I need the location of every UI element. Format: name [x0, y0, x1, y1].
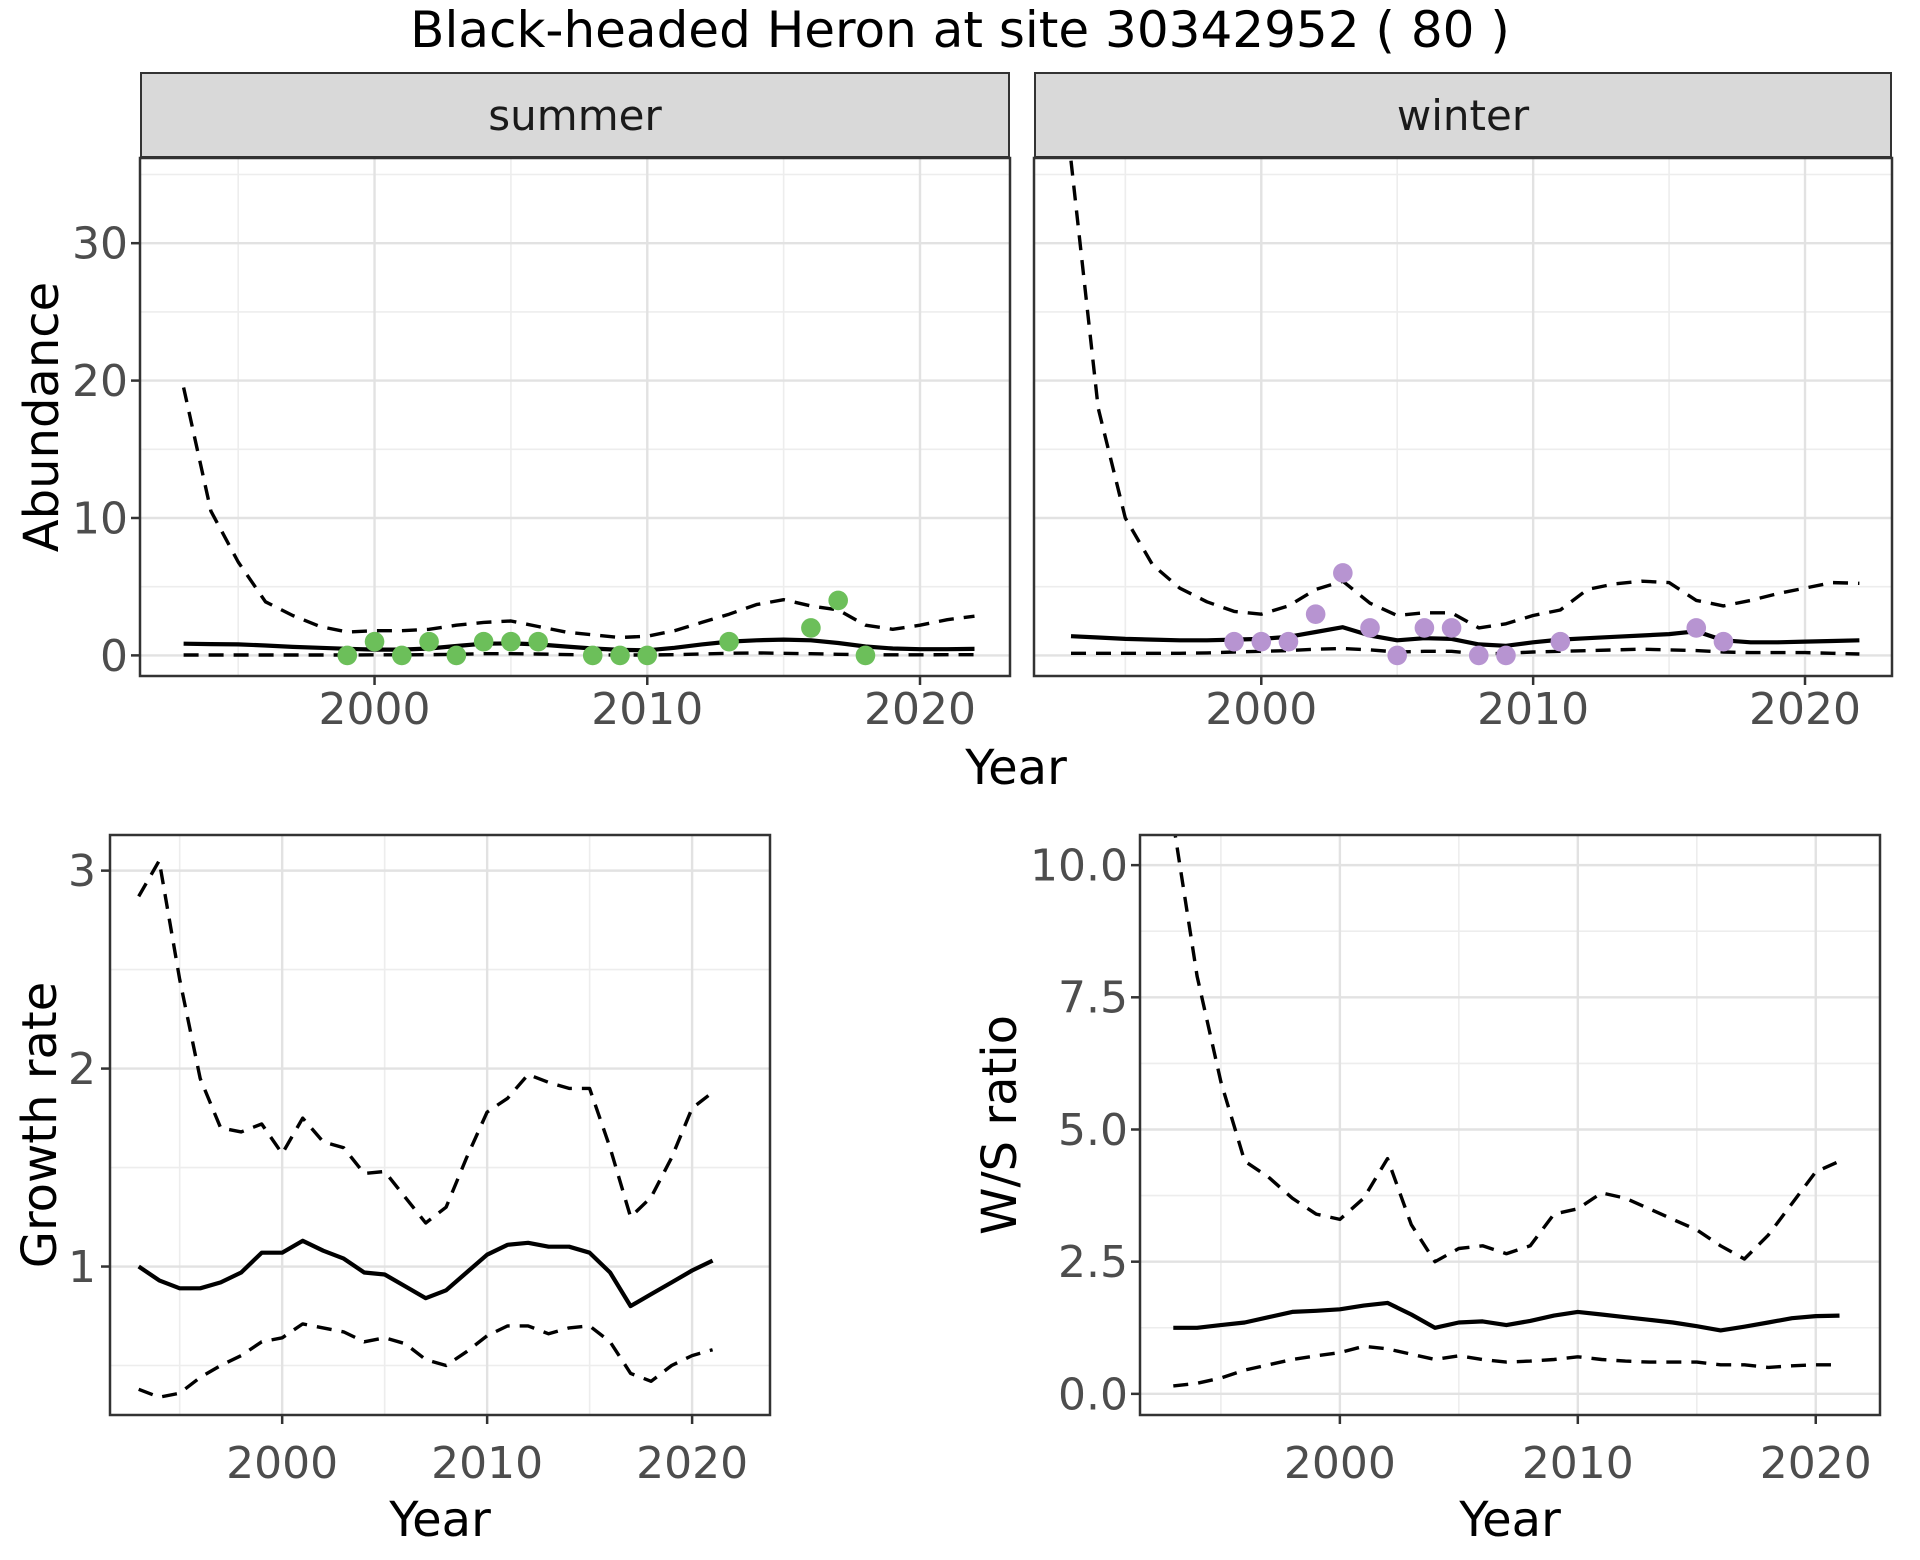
panel-ws-ratio: 2000 2010 2020 0.0 2.5 5.0 7.5 10.0 — [1030, 833, 1882, 1489]
lower-ci-line — [183, 651, 975, 657]
lower-ci-line — [1071, 646, 1860, 656]
facet-strip-winter: winter — [1034, 72, 1892, 158]
y-tick-label: 2 — [68, 1044, 96, 1095]
data-point — [501, 631, 521, 652]
data-point — [1251, 631, 1272, 652]
facet-strip-label: summer — [488, 90, 662, 140]
data-point — [637, 645, 658, 666]
data-point — [1360, 618, 1380, 638]
data-point — [1441, 618, 1462, 638]
x-tick-label: 2000 — [1205, 684, 1317, 735]
y-tick-label: 3 — [68, 846, 96, 897]
x-tick-label: 2020 — [1749, 684, 1861, 735]
data-point — [1414, 618, 1435, 638]
data-point — [1550, 631, 1571, 652]
x-axis-title-year-top: Year — [965, 740, 1067, 796]
lower-ci-line — [1173, 1344, 1840, 1388]
y-tick-label: 30 — [72, 219, 128, 270]
data-point — [582, 645, 603, 666]
x-tick-label: 2000 — [226, 1438, 338, 1489]
data-point — [1496, 645, 1516, 666]
data-point — [419, 631, 439, 652]
data-point — [446, 645, 467, 666]
data-point — [801, 618, 821, 638]
upper-ci-line — [1173, 835, 1841, 1264]
data-point — [1713, 631, 1734, 652]
x-tick-label: 2010 — [1522, 1438, 1634, 1489]
data-point — [610, 645, 630, 666]
y-tick-label: 20 — [72, 356, 128, 407]
panel-abundance-summer: 2000 2010 2020 0 10 20 30 — [72, 156, 1012, 735]
x-tick-label: 2010 — [591, 684, 703, 735]
x-tick-label: 2010 — [431, 1438, 543, 1489]
data-point — [473, 631, 494, 652]
data-point — [1686, 618, 1707, 638]
data-point — [1305, 604, 1326, 624]
data-point — [1387, 645, 1408, 666]
upper-ci-line — [137, 859, 714, 1225]
facet-strip-label: winter — [1396, 90, 1530, 140]
x-tick-label: 2000 — [1284, 1438, 1396, 1489]
y-tick-label: 5.0 — [1058, 1105, 1128, 1156]
x-axis-title-year-ws: Year — [1459, 1492, 1561, 1548]
y-tick-label: 10.0 — [1030, 841, 1128, 892]
x-tick-label: 2000 — [319, 684, 431, 735]
x-tick-label: 2020 — [1760, 1438, 1872, 1489]
x-tick-label: 2010 — [1477, 684, 1589, 735]
data-point — [528, 631, 548, 652]
median-line — [183, 637, 975, 653]
facet-strip-summer: summer — [140, 72, 1010, 158]
y-tick-label: 0 — [100, 631, 128, 682]
data-point — [392, 645, 412, 666]
data-point — [1278, 631, 1299, 652]
panel-abundance-winter: 2000 2010 2020 — [1032, 156, 1894, 735]
y-tick-label: 2.5 — [1058, 1237, 1128, 1288]
data-point — [364, 631, 385, 652]
lower-ci-line — [138, 1322, 714, 1399]
y-tick-label: 7.5 — [1058, 973, 1128, 1024]
data-point — [719, 631, 739, 652]
data-point — [1224, 631, 1244, 652]
upper-ci-line — [1069, 160, 1860, 630]
x-axis-title-year-growth: Year — [389, 1492, 491, 1548]
data-point — [1333, 563, 1353, 583]
median-line — [137, 1238, 714, 1309]
upper-ci-line — [181, 387, 975, 640]
data-point — [1468, 645, 1489, 666]
x-tick-label: 2020 — [636, 1438, 748, 1489]
y-tick-label: 0.0 — [1058, 1369, 1128, 1420]
data-point — [828, 590, 848, 611]
median-line — [1173, 1300, 1840, 1333]
data-point — [855, 645, 876, 666]
data-point — [337, 645, 358, 666]
y-tick-label: 1 — [68, 1242, 96, 1293]
x-tick-label: 2020 — [864, 684, 976, 735]
figure-title: Black-headed Heron at site 30342952 ( 80… — [410, 1, 1510, 59]
y-tick-label: 10 — [72, 493, 128, 544]
panel-growth-rate: 2000 2010 2020 1 2 3 — [68, 833, 772, 1489]
